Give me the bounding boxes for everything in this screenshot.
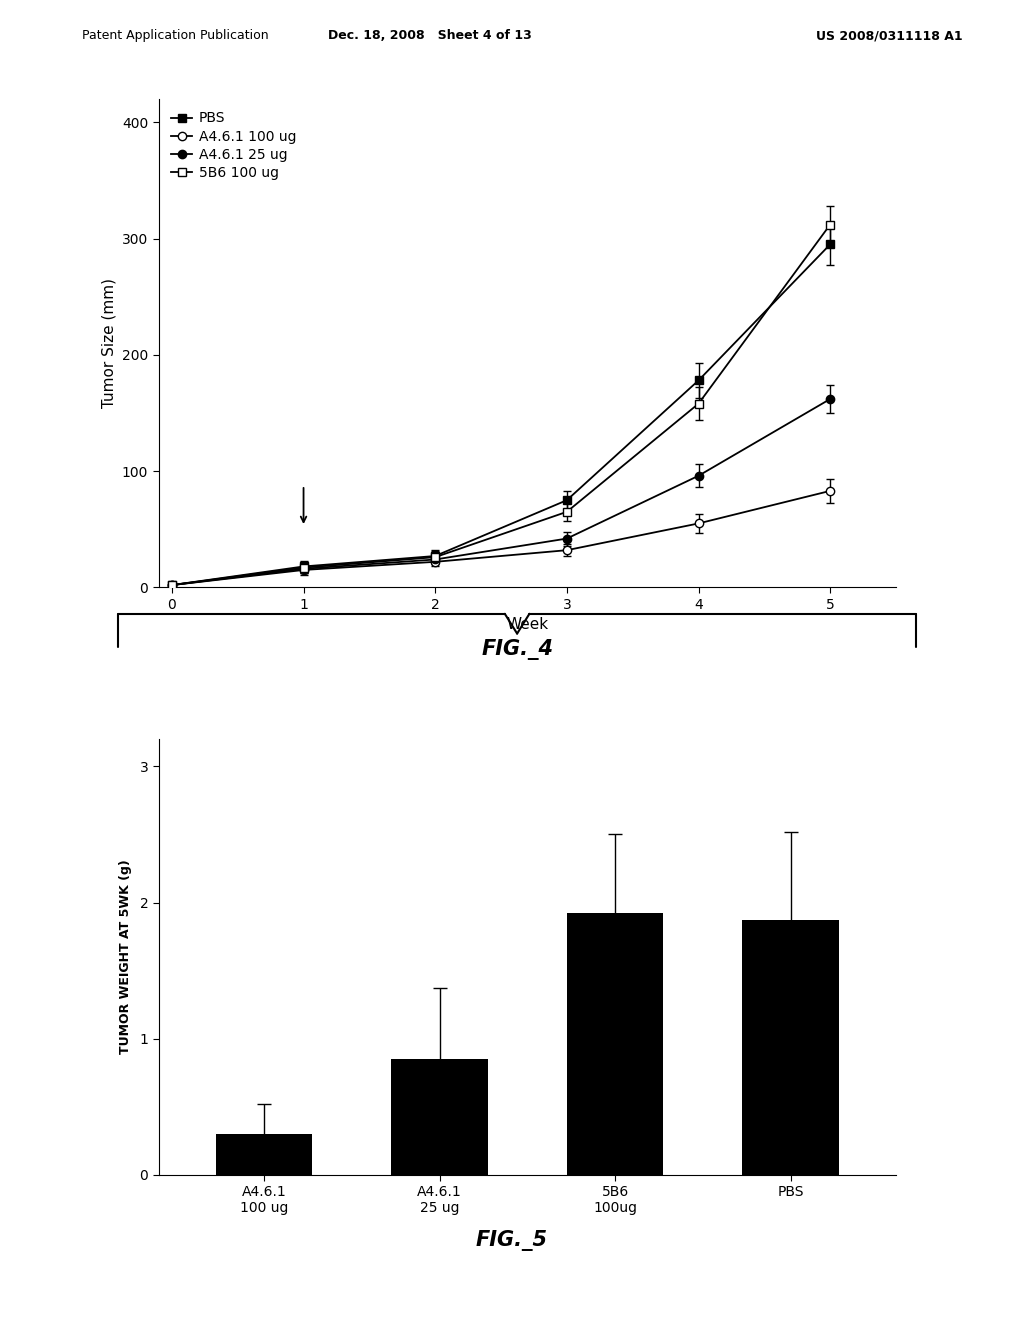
X-axis label: Week: Week (506, 618, 549, 632)
Bar (742, 920, 839, 1175)
Bar (216, 1134, 312, 1175)
Text: US 2008/0311118 A1: US 2008/0311118 A1 (816, 29, 963, 42)
Y-axis label: TUMOR WEIGHT AT 5WK (g): TUMOR WEIGHT AT 5WK (g) (120, 859, 132, 1055)
Bar (567, 913, 664, 1175)
Legend: PBS, A4.6.1 100 ug, A4.6.1 25 ug, 5B6 100 ug: PBS, A4.6.1 100 ug, A4.6.1 25 ug, 5B6 10… (166, 106, 302, 186)
Y-axis label: Tumor Size (mm): Tumor Size (mm) (101, 279, 117, 408)
Text: Patent Application Publication: Patent Application Publication (82, 29, 268, 42)
Bar (391, 1059, 487, 1175)
Text: Dec. 18, 2008   Sheet 4 of 13: Dec. 18, 2008 Sheet 4 of 13 (329, 29, 531, 42)
Text: FIG._4: FIG._4 (481, 639, 553, 660)
Text: FIG._5: FIG._5 (476, 1230, 548, 1251)
